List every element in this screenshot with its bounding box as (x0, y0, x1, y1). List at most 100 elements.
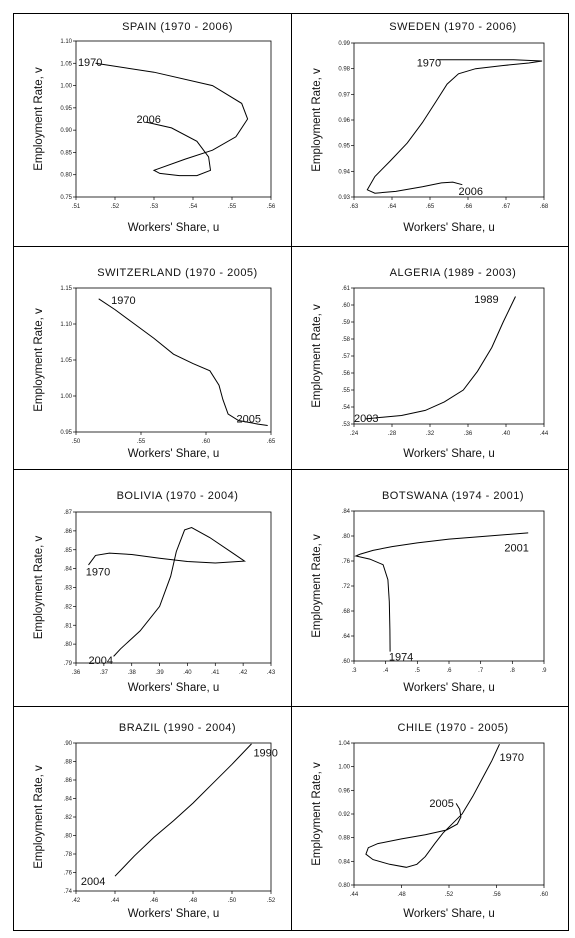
y-axis-label: Employment Rate, v (33, 308, 45, 412)
x-tick-label: .65 (426, 204, 435, 210)
x-tick-label: .28 (388, 431, 397, 437)
y-tick-label: .76 (64, 871, 73, 877)
x-axis-label: Workers' Share, u (128, 448, 219, 460)
x-tick-label: .39 (155, 670, 164, 676)
x-tick-label: .36 (464, 431, 473, 437)
x-axis-label: Workers' Share, u (128, 682, 219, 694)
data-series-line (98, 298, 268, 426)
x-tick-label: .52 (111, 204, 120, 210)
year-annotation-1970: 1970 (111, 295, 135, 307)
x-tick-label: .41 (211, 670, 220, 676)
x-tick-label: .42 (239, 670, 248, 676)
y-tick-label: .88 (64, 760, 73, 766)
x-tick-label: .52 (445, 892, 454, 898)
x-tick-label: .55 (137, 439, 146, 445)
x-tick-label: .7 (478, 668, 484, 674)
y-tick-label: 1.00 (60, 394, 72, 400)
chart-panel-botswana: BOTSWANA (1974 - 2001) .3 .4 .5 .6 .7 .8 .9 .60.… (292, 470, 568, 707)
year-annotation-2003: 2003 (354, 413, 378, 425)
y-tick-label: .76 (342, 559, 351, 565)
year-annotation-1970: 1970 (417, 57, 441, 69)
x-tick-label: .60 (540, 892, 549, 898)
x-tick-label: .44 (350, 892, 359, 898)
y-axis-label: Employment Rate, v (33, 535, 45, 639)
y-tick-label: 1.00 (338, 765, 350, 771)
chart-title: ALGERIA (1989 - 2003) (390, 267, 517, 279)
x-tick-label: .51 (72, 204, 81, 210)
y-tick-label: .86 (64, 778, 73, 784)
plot-frame (353, 742, 545, 886)
y-tick-label: 0.80 (60, 173, 72, 179)
x-tick-label: .56 (267, 204, 276, 210)
y-tick-label: .55 (342, 388, 351, 394)
x-axis-label: Workers' Share, u (403, 222, 494, 234)
chart-title: BOLIVIA (1970 - 2004) (117, 490, 239, 502)
y-tick-label: .57 (342, 354, 351, 360)
y-tick-label: 1.15 (60, 286, 72, 292)
x-tick-label: .6 (446, 668, 452, 674)
year-annotation-2005: 2005 (237, 413, 261, 425)
chart-title: SWEDEN (1970 - 2006) (389, 21, 516, 33)
x-axis-label: Workers' Share, u (403, 908, 494, 920)
year-annotation-2004: 2004 (89, 655, 113, 667)
figure-frame: SPAIN (1970 - 2006) .51 .52 .53 .54 .55 .56 0.7… (13, 13, 569, 931)
x-tick-label: .42 (72, 898, 81, 904)
chart-brazil: BRAZIL (1990 - 2004) .42 .44 .46 .48 .50 .52 .7… (33, 722, 278, 920)
y-tick-label: 0.90 (60, 128, 72, 134)
y-axis-label: Employment Rate, v (311, 68, 323, 172)
y-tick-label: .60 (342, 303, 351, 309)
x-tick-label: .38 (128, 670, 137, 676)
y-tick-label: 1.04 (338, 741, 350, 747)
x-tick-label: .37 (100, 670, 109, 676)
y-tick-label: 0.95 (60, 430, 72, 436)
x-tick-label: .55 (228, 204, 237, 210)
y-tick-label: 1.05 (60, 358, 72, 364)
year-annotation-2005: 2005 (429, 798, 453, 810)
y-tick-label: 0.75 (60, 195, 72, 201)
chart-title: BRAZIL (1990 - 2004) (119, 722, 236, 734)
plot-frame (75, 40, 272, 198)
x-tick-label: .4 (383, 668, 389, 674)
y-tick-label: 0.88 (338, 836, 350, 842)
chart-panel-algeria: ALGERIA (1989 - 2003) .24 .28 .32 .36 .40 .44.… (292, 247, 568, 470)
x-tick-label: .43 (267, 670, 276, 676)
y-axis-label: Employment Rate, v (311, 304, 323, 408)
year-annotation-1974: 1974 (389, 652, 413, 664)
x-axis-label: Workers' Share, u (403, 448, 494, 460)
data-series-line (354, 532, 529, 652)
y-tick-label: .82 (64, 604, 73, 610)
x-tick-label: .56 (492, 892, 501, 898)
y-tick-label: .72 (342, 584, 351, 590)
y-tick-label: .80 (64, 834, 73, 840)
plot-frame (353, 287, 545, 425)
y-tick-label: 0.98 (338, 67, 350, 73)
y-tick-label: .78 (64, 852, 73, 858)
x-tick-label: .68 (540, 204, 549, 210)
x-axis-label: Workers' Share, u (403, 682, 494, 694)
x-axis-label: Workers' Share, u (128, 222, 219, 234)
y-tick-label: 0.92 (338, 812, 350, 818)
chart-panel-spain: SPAIN (1970 - 2006) .51 .52 .53 .54 .55 .56 0.7… (14, 14, 292, 247)
x-tick-label: .24 (350, 431, 359, 437)
x-tick-label: .54 (189, 204, 198, 210)
y-tick-label: .90 (64, 741, 73, 747)
y-tick-label: .80 (342, 534, 351, 540)
y-tick-label: .64 (342, 634, 351, 640)
chart-spain: SPAIN (1970 - 2006) .51 .52 .53 .54 .55 .56 0.7… (33, 21, 276, 234)
year-annotation-1970: 1970 (78, 57, 102, 69)
y-tick-label: 0.95 (338, 144, 350, 150)
year-annotation-1970: 1970 (499, 752, 523, 764)
y-tick-label: .87 (64, 510, 73, 516)
chart-panel-chile: CHILE (1970 - 2005) .44 .48 .52 .56 .60 0.80 0.… (292, 707, 568, 930)
y-tick-label: 0.93 (338, 195, 350, 201)
y-tick-label: .60 (342, 659, 351, 665)
data-series-line (366, 59, 543, 194)
y-tick-label: 0.85 (60, 150, 72, 156)
y-tick-label: .54 (342, 405, 351, 411)
y-tick-label: .56 (342, 371, 351, 377)
y-tick-label: .68 (342, 609, 351, 615)
y-tick-label: .74 (64, 889, 73, 895)
x-tick-label: .44 (111, 898, 120, 904)
x-tick-label: .8 (510, 668, 516, 674)
y-tick-label: .81 (64, 623, 73, 629)
